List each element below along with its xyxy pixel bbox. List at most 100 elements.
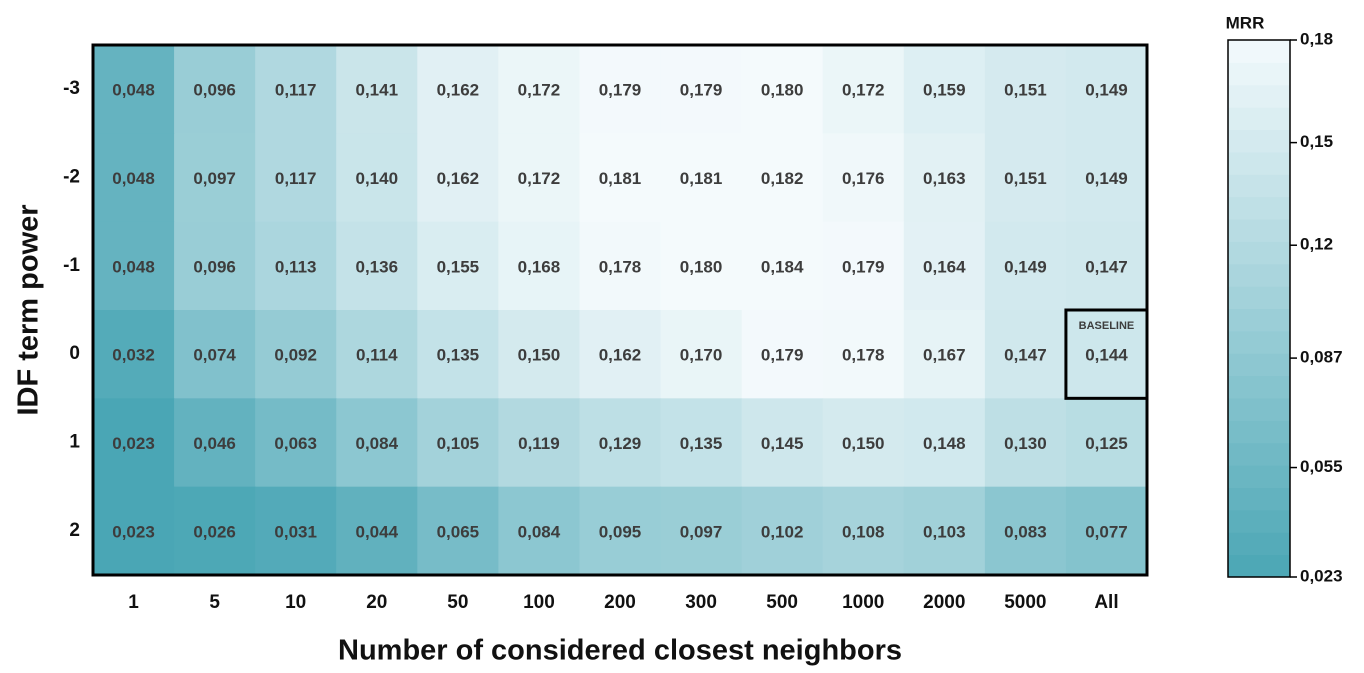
colorbar-tick-label: 0,055: [1300, 457, 1343, 476]
cell-label: 0,178: [599, 257, 642, 276]
colorbar-step: [1228, 151, 1290, 175]
colorbar-step: [1228, 487, 1290, 511]
cell: [336, 486, 418, 576]
cell: [822, 221, 905, 311]
colorbar-tick-label: 0,12: [1300, 235, 1333, 254]
cell-label: 0,181: [599, 169, 642, 188]
cell-label: 0,151: [1004, 81, 1047, 100]
cell: [984, 310, 1067, 399]
cell-label: 0,114: [356, 346, 398, 365]
cell-label: 0,026: [193, 522, 236, 541]
cell: [336, 45, 418, 134]
colorbar-step: [1228, 286, 1290, 309]
baseline-box: [1064, 308, 1149, 400]
cell: [174, 310, 256, 399]
cell-label: 0,178: [842, 346, 885, 365]
cell: [174, 45, 256, 134]
x-tick-label: 10: [285, 592, 306, 613]
cell-label: 0,092: [274, 346, 317, 365]
cell: [1065, 310, 1148, 399]
cell-label: 0,141: [355, 81, 398, 100]
cell-label: 0,159: [923, 81, 966, 100]
cell: [984, 398, 1067, 488]
cell-label: 0,083: [1004, 522, 1047, 541]
x-tick-label: All: [1094, 592, 1118, 613]
y-tick-label: 0: [69, 343, 80, 364]
cell-label: 0,167: [923, 346, 966, 365]
cell: [417, 45, 499, 134]
cell-label: 0,176: [842, 169, 885, 188]
cell: [984, 45, 1067, 134]
cell: [822, 310, 905, 399]
colorbar-tick-label: 0,023: [1300, 566, 1343, 585]
cell-label: 0,181: [680, 169, 723, 188]
cell-label: 0,129: [599, 434, 642, 453]
cell: [903, 310, 986, 399]
cell: [660, 398, 743, 488]
cell: [417, 398, 499, 488]
cell-label: 0,044: [355, 522, 398, 541]
x-tick-label: 5: [209, 592, 220, 613]
cell: [660, 486, 743, 576]
colorbar-step: [1228, 420, 1290, 444]
colorbar-step: [1228, 554, 1290, 578]
x-tick-label: 200: [604, 592, 636, 613]
cell: [1065, 133, 1148, 223]
cell: [579, 45, 662, 134]
cell-label: 0,179: [842, 257, 885, 276]
cell-label: 0,046: [193, 434, 236, 453]
cell: [93, 221, 175, 311]
cell: [174, 398, 256, 488]
cell-label: 0,144: [1085, 346, 1128, 365]
cell: [255, 45, 337, 134]
cell: [417, 133, 499, 223]
colorbar-step: [1228, 263, 1290, 287]
cell: [660, 133, 743, 223]
cell: [984, 133, 1067, 223]
cell: [417, 221, 499, 311]
cell: [822, 133, 905, 223]
cell-label: 0,032: [112, 346, 155, 365]
cell: [903, 133, 986, 223]
y-tick-label: 1: [69, 432, 80, 453]
cell: [660, 45, 743, 134]
cell: [741, 45, 824, 134]
x-tick-label: 5000: [1004, 592, 1046, 613]
colorbar-step: [1228, 219, 1290, 242]
colorbar-step: [1228, 375, 1290, 399]
cell: [579, 310, 662, 399]
cell-label: 0,135: [437, 346, 480, 365]
cell: [255, 486, 337, 576]
cell-label: 0,023: [112, 434, 155, 453]
colorbar-tick-label: 0,18: [1300, 29, 1333, 48]
cell-label: 0,180: [680, 257, 723, 276]
cell: [579, 486, 662, 576]
cell: [903, 486, 986, 576]
cell: [417, 310, 499, 399]
cell-label: 0,184: [761, 257, 804, 276]
cell: [93, 398, 175, 488]
cell-label: 0,149: [1004, 257, 1047, 276]
cell-label: 0,023: [112, 522, 155, 541]
cell-label: 0,150: [518, 346, 561, 365]
x-tick-label: 100: [523, 592, 555, 613]
cell-label: 0,155: [437, 257, 480, 276]
colorbar-tick-label: 0,15: [1300, 132, 1333, 151]
cell: [579, 398, 662, 488]
cell-label: 0,102: [761, 522, 804, 541]
colorbar-step: [1228, 241, 1290, 265]
cell: [579, 221, 662, 311]
cell-label: 0,096: [193, 257, 236, 276]
cell-label: 0,048: [112, 169, 155, 188]
cell: [903, 45, 986, 134]
cell: [336, 221, 418, 311]
cell-label: 0,147: [1085, 257, 1128, 276]
colorbar-step: [1228, 107, 1290, 130]
cell-label: 0,031: [274, 522, 317, 541]
cell-label: 0,149: [1085, 169, 1128, 188]
cell: [660, 221, 743, 311]
colorbar-step: [1228, 62, 1290, 86]
cell-label: 0,074: [193, 346, 236, 365]
cell-label: 0,048: [112, 81, 155, 100]
